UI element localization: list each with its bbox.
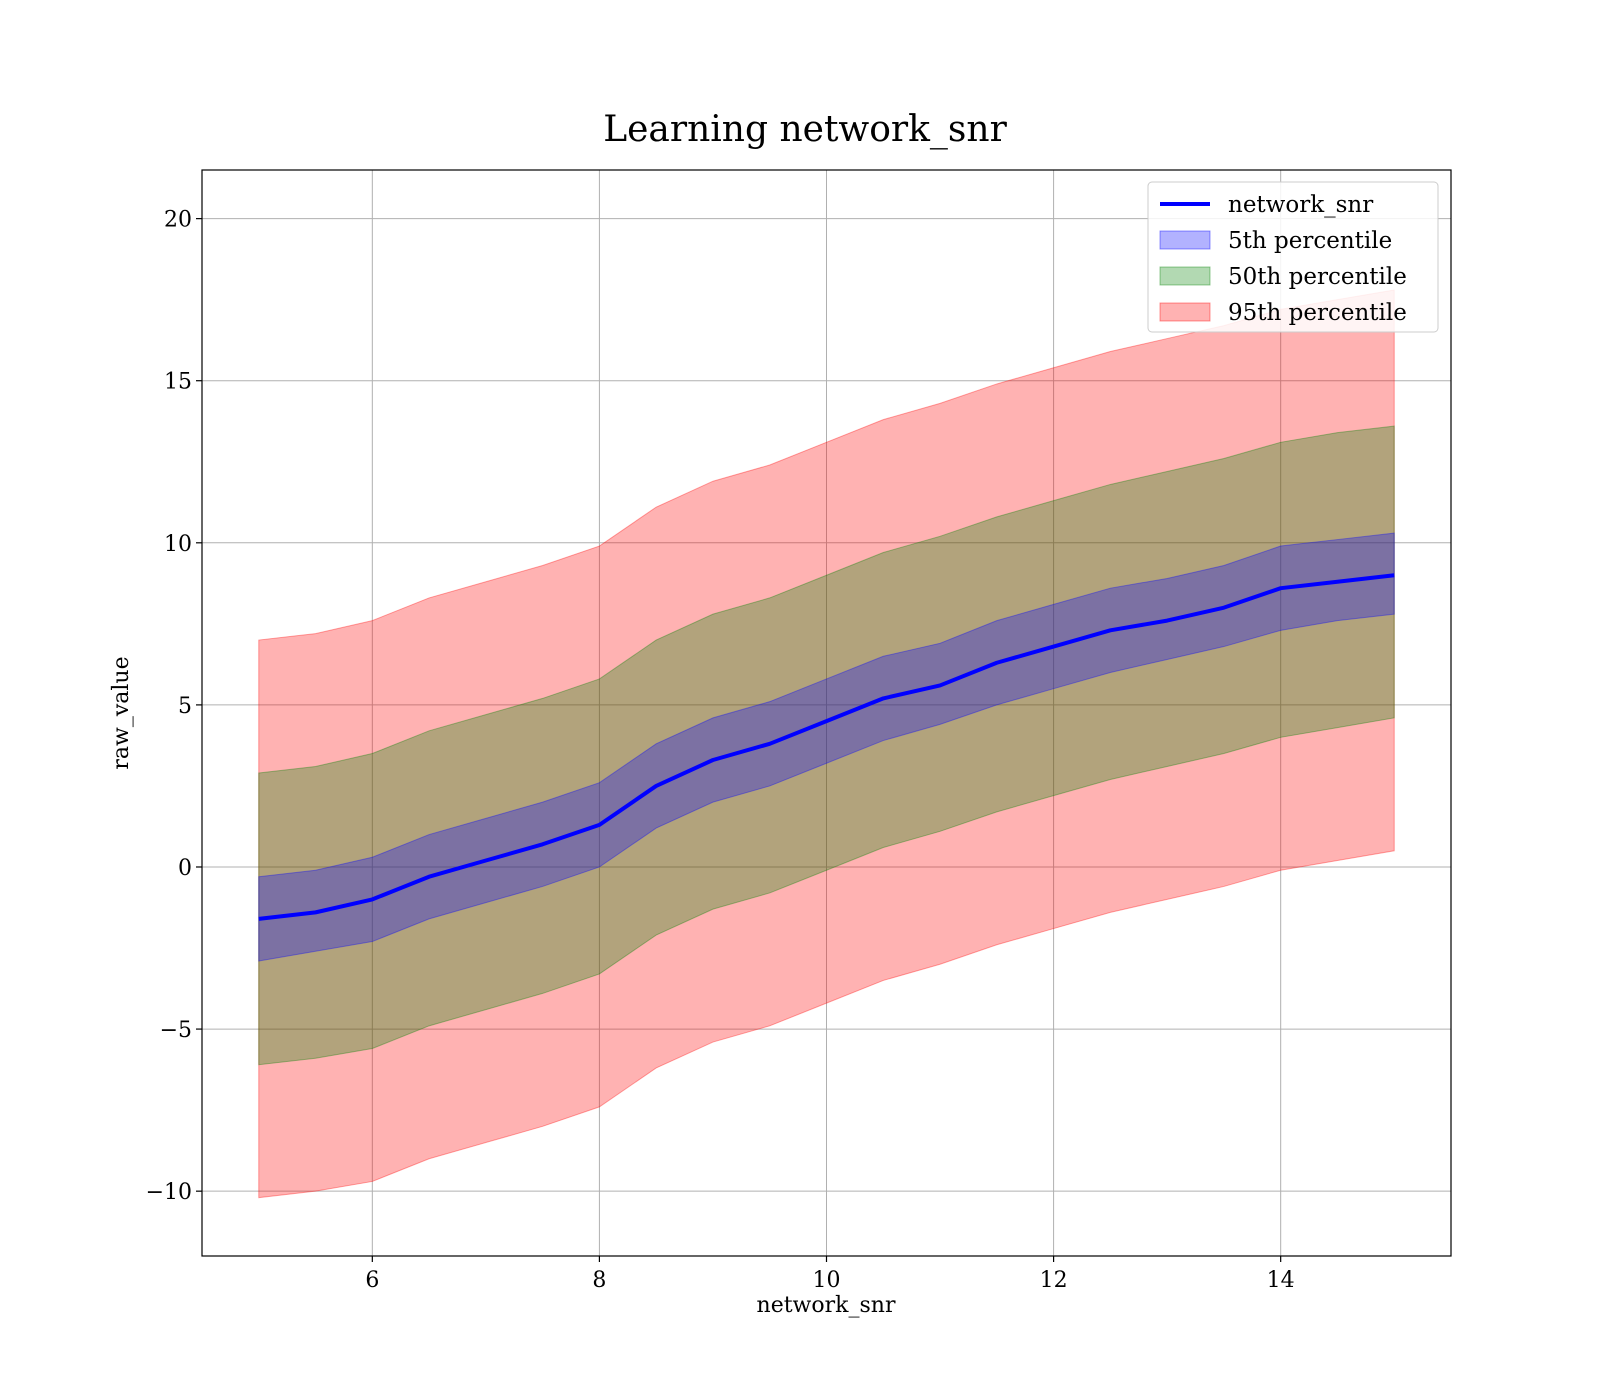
grid xyxy=(202,170,1451,1256)
legend-swatch-patch xyxy=(1159,266,1211,286)
x-axis-label: network_snr xyxy=(757,1293,896,1318)
band-50th-percentile xyxy=(258,425,1395,1066)
percentile-bands xyxy=(258,289,1395,1199)
legend-entry-label: network_snr xyxy=(1228,192,1373,218)
chart-title: Learning network_snr xyxy=(603,109,1007,150)
legend-swatch-patch xyxy=(1159,302,1211,322)
x-tick-label: 12 xyxy=(1040,1268,1068,1293)
legend-entry-label: 5th percentile xyxy=(1228,228,1392,254)
legend: network_snr 5th percentile 50th percentile… xyxy=(1147,181,1439,333)
series-line-network_snr xyxy=(258,573,1395,921)
band-95th-percentile xyxy=(258,289,1395,1199)
y-axis-label: raw_value xyxy=(109,656,134,769)
legend-entry-label: 50th percentile xyxy=(1228,264,1407,290)
x-tick-label: 6 xyxy=(365,1268,379,1293)
legend-box xyxy=(1147,181,1439,333)
series-lines xyxy=(258,573,1395,921)
band-5th-percentile xyxy=(258,532,1395,962)
x-axis-ticks: 6 8 10 12 14 xyxy=(365,1256,1295,1293)
y-axis-ticks: −10 −5 0 5 10 15 20 xyxy=(146,208,202,1205)
y-tick-label: 15 xyxy=(164,370,192,395)
y-tick-label: 20 xyxy=(164,208,192,233)
y-tick-label: −5 xyxy=(160,1018,192,1043)
legend-swatch-patch xyxy=(1159,230,1211,250)
y-tick-label: −10 xyxy=(146,1180,192,1205)
y-tick-label: 10 xyxy=(164,532,192,557)
x-tick-label: 10 xyxy=(813,1268,841,1293)
y-tick-label: 0 xyxy=(178,856,192,881)
x-tick-label: 14 xyxy=(1267,1268,1295,1293)
x-tick-label: 8 xyxy=(592,1268,606,1293)
y-tick-label: 5 xyxy=(178,694,192,719)
legend-entry-label: 95th percentile xyxy=(1228,300,1407,326)
